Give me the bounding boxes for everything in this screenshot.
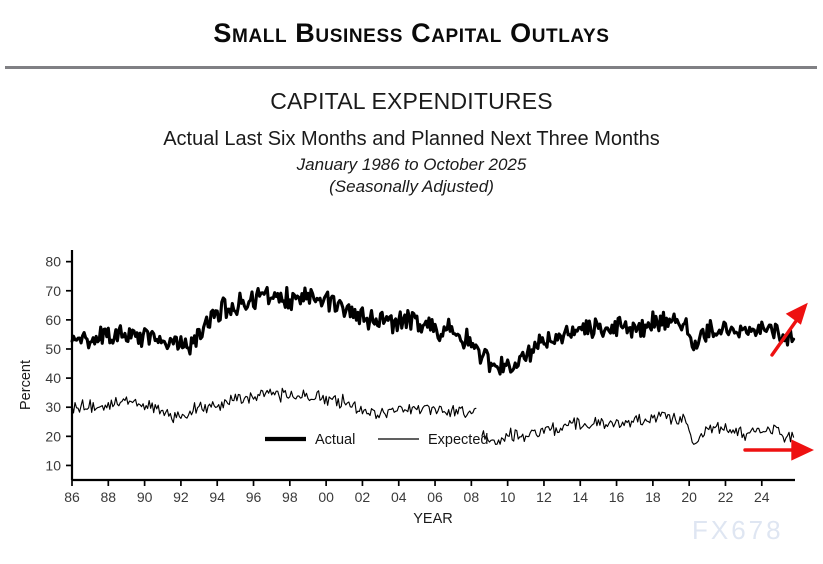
series-line-expected (71, 387, 795, 445)
line-chart-svg: 10 20 30 40 50 60 70 80 86 88 90 92 94 96 98 00 02 04 06 0… (18, 250, 814, 527)
watermark: FX678 (692, 515, 784, 545)
x-tick-label: 08 (464, 489, 480, 505)
x-tick-label: 00 (318, 489, 334, 505)
x-tick-label: 10 (500, 489, 516, 505)
x-tick-label: 94 (209, 489, 225, 505)
x-tick-label: 06 (427, 489, 443, 505)
x-tick-label: 16 (609, 489, 625, 505)
x-tick-label: 24 (754, 489, 770, 505)
y-tick-label: 80 (45, 254, 61, 270)
x-tick-label: 22 (718, 489, 734, 505)
chart-legend: Actual Expected (265, 432, 488, 448)
chart-date-range: January 1986 to October 2025 (296, 155, 527, 174)
y-tick-label: 30 (45, 399, 61, 415)
legend-label-expected: Expected (428, 432, 488, 448)
x-axis-ticks: 86 88 90 92 94 96 98 00 02 04 06 08 10 12 14 16 18 20 22 24 (64, 480, 770, 505)
x-tick-label: 90 (137, 489, 153, 505)
x-tick-label: 12 (536, 489, 552, 505)
y-tick-label: 60 (45, 312, 61, 328)
x-tick-label: 04 (391, 489, 407, 505)
chart-subtitle: Actual Last Six Months and Planned Next … (163, 128, 660, 150)
header-divider (5, 66, 817, 69)
chart-title: CAPITAL EXPENDITURES (270, 88, 553, 114)
x-tick-label: 92 (173, 489, 189, 505)
expected-trend-arrow (743, 439, 814, 461)
chart-adjustment-note: (Seasonally Adjusted) (329, 177, 494, 196)
y-tick-label: 40 (45, 370, 61, 386)
y-axis-ticks: 10 20 30 40 50 60 70 80 (45, 254, 72, 473)
x-tick-label: 14 (572, 489, 588, 505)
y-tick-label: 20 (45, 428, 61, 444)
x-tick-label: 20 (681, 489, 697, 505)
legend-label-actual: Actual (315, 432, 355, 448)
plot-area: 10 20 30 40 50 60 70 80 86 88 90 92 94 96 98 00 02 04 06 0… (0, 230, 823, 530)
y-tick-label: 10 (45, 457, 61, 473)
page-title: Small Business Capital Outlays (213, 18, 610, 48)
series-line-actual (70, 285, 796, 376)
x-tick-label: 86 (64, 489, 80, 505)
x-tick-label: 98 (282, 489, 298, 505)
x-tick-label: 18 (645, 489, 661, 505)
x-axis-label: YEAR (413, 511, 453, 527)
x-tick-label: 88 (101, 489, 117, 505)
actual-trend-arrow (770, 302, 808, 357)
x-tick-label: 96 (246, 489, 262, 505)
y-tick-label: 50 (45, 341, 61, 357)
y-tick-label: 70 (45, 283, 61, 299)
y-axis-label: Percent (18, 360, 34, 410)
x-tick-label: 02 (355, 489, 371, 505)
